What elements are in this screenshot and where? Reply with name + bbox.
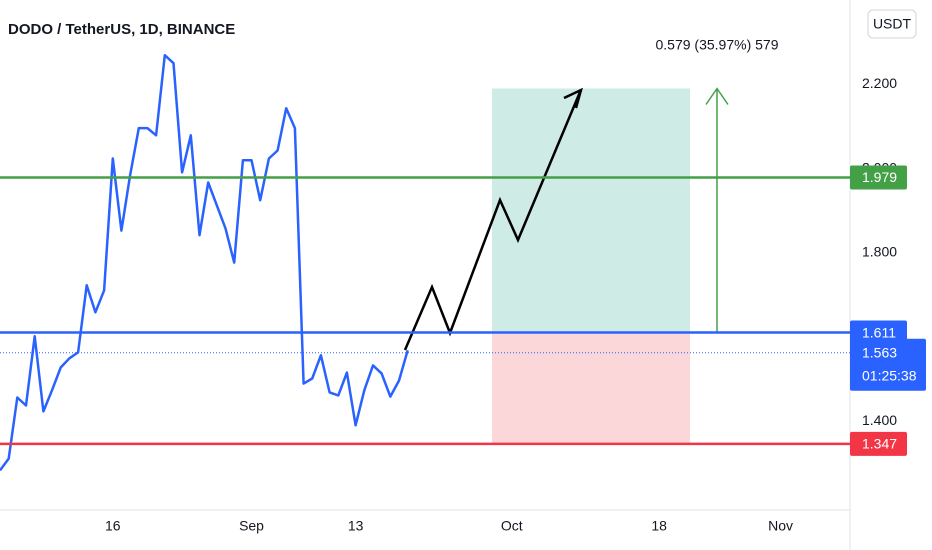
chart-title: DODO / TetherUS, 1D, BINANCE [8, 21, 235, 38]
y-tick-label: 2.200 [862, 75, 897, 91]
x-tick-label: 18 [651, 518, 667, 534]
x-tick-label: 16 [105, 518, 121, 534]
price-badge-label: 1.979 [862, 169, 897, 185]
price-badge [850, 431, 907, 456]
x-tick-label: Sep [239, 518, 264, 534]
price-badge-label: 1.347 [862, 436, 897, 452]
last-price-badge [850, 338, 926, 391]
last-price-label: 1.563 [862, 344, 897, 360]
stop-zone [492, 332, 690, 444]
countdown-label: 01:25:38 [862, 367, 917, 383]
price-line [0, 53, 409, 472]
x-tick-label: 13 [348, 518, 364, 534]
price-badge [850, 320, 907, 345]
x-tick-label: Nov [768, 518, 793, 534]
price-badge [850, 165, 907, 190]
position-label: 0.579 (35.97%) 579 [656, 37, 779, 53]
currency-box[interactable] [867, 9, 917, 39]
position-tool: 0.579 (35.97%) 579 [492, 37, 779, 444]
price-badge-label: 1.611 [862, 324, 896, 340]
target-arrowhead [705, 87, 729, 105]
currency-label[interactable]: USDT [873, 16, 912, 32]
y-tick-label: 1.800 [862, 244, 897, 260]
projection-path [403, 91, 582, 351]
y-tick-label: 1.400 [862, 412, 897, 428]
projection-arrowhead [563, 87, 583, 109]
target-zone [492, 88, 690, 333]
x-tick-label: Oct [501, 518, 523, 534]
